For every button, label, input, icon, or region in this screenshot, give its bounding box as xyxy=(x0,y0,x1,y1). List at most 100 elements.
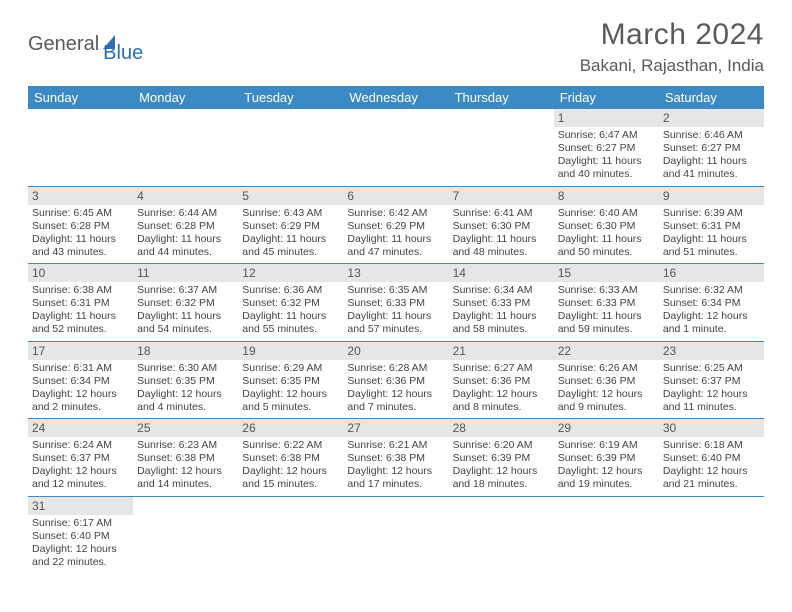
sunset-text: Sunset: 6:39 PM xyxy=(558,452,655,465)
dow-cell: Wednesday xyxy=(343,86,448,109)
dow-cell: Friday xyxy=(554,86,659,109)
day1-text: Daylight: 12 hours xyxy=(32,465,129,478)
sunrise-text: Sunrise: 6:35 AM xyxy=(347,284,444,297)
day-cell: 18Sunrise: 6:30 AMSunset: 6:35 PMDayligh… xyxy=(133,342,238,419)
logo-text-2: Blue xyxy=(103,42,143,65)
day-cell xyxy=(238,497,343,574)
sunrise-text: Sunrise: 6:45 AM xyxy=(32,207,129,220)
day2-text: and 14 minutes. xyxy=(137,478,234,491)
sunrise-text: Sunrise: 6:23 AM xyxy=(137,439,234,452)
day2-text: and 59 minutes. xyxy=(558,323,655,336)
sunset-text: Sunset: 6:40 PM xyxy=(32,530,129,543)
day-cell: 19Sunrise: 6:29 AMSunset: 6:35 PMDayligh… xyxy=(238,342,343,419)
day2-text: and 22 minutes. xyxy=(32,556,129,569)
day2-text: and 40 minutes. xyxy=(558,168,655,181)
sunrise-text: Sunrise: 6:20 AM xyxy=(453,439,550,452)
sunset-text: Sunset: 6:37 PM xyxy=(663,375,760,388)
day-cell: 14Sunrise: 6:34 AMSunset: 6:33 PMDayligh… xyxy=(449,264,554,341)
day-number: 4 xyxy=(133,187,238,205)
day-number: 19 xyxy=(238,342,343,360)
location-label: Bakani, Rajasthan, India xyxy=(580,56,764,76)
day-number: 2 xyxy=(659,109,764,127)
dow-cell: Sunday xyxy=(28,86,133,109)
sunrise-text: Sunrise: 6:19 AM xyxy=(558,439,655,452)
day1-text: Daylight: 12 hours xyxy=(347,465,444,478)
day2-text: and 8 minutes. xyxy=(453,401,550,414)
day-number: 12 xyxy=(238,264,343,282)
day-cell: 1Sunrise: 6:47 AMSunset: 6:27 PMDaylight… xyxy=(554,109,659,186)
day-cell xyxy=(133,497,238,574)
day1-text: Daylight: 11 hours xyxy=(663,233,760,246)
day1-text: Daylight: 11 hours xyxy=(558,310,655,323)
sunrise-text: Sunrise: 6:26 AM xyxy=(558,362,655,375)
day2-text: and 41 minutes. xyxy=(663,168,760,181)
logo-text-1: General xyxy=(28,33,99,56)
day-cell: 23Sunrise: 6:25 AMSunset: 6:37 PMDayligh… xyxy=(659,342,764,419)
day1-text: Daylight: 12 hours xyxy=(347,388,444,401)
day2-text: and 47 minutes. xyxy=(347,246,444,259)
day2-text: and 15 minutes. xyxy=(242,478,339,491)
day2-text: and 5 minutes. xyxy=(242,401,339,414)
sunset-text: Sunset: 6:29 PM xyxy=(347,220,444,233)
day-number: 14 xyxy=(449,264,554,282)
week-row: 1Sunrise: 6:47 AMSunset: 6:27 PMDaylight… xyxy=(28,109,764,187)
day1-text: Daylight: 11 hours xyxy=(347,310,444,323)
week-row: 17Sunrise: 6:31 AMSunset: 6:34 PMDayligh… xyxy=(28,342,764,420)
day-number: 1 xyxy=(554,109,659,127)
day1-text: Daylight: 11 hours xyxy=(558,233,655,246)
sunset-text: Sunset: 6:35 PM xyxy=(137,375,234,388)
sunset-text: Sunset: 6:30 PM xyxy=(558,220,655,233)
day-number: 31 xyxy=(28,497,133,515)
sunset-text: Sunset: 6:29 PM xyxy=(242,220,339,233)
day1-text: Daylight: 11 hours xyxy=(558,155,655,168)
day-cell xyxy=(28,109,133,186)
day2-text: and 19 minutes. xyxy=(558,478,655,491)
sunset-text: Sunset: 6:35 PM xyxy=(242,375,339,388)
sunset-text: Sunset: 6:38 PM xyxy=(137,452,234,465)
sunset-text: Sunset: 6:31 PM xyxy=(32,297,129,310)
day-number: 26 xyxy=(238,419,343,437)
title-block: March 2024 Bakani, Rajasthan, India xyxy=(580,18,764,76)
day-cell: 10Sunrise: 6:38 AMSunset: 6:31 PMDayligh… xyxy=(28,264,133,341)
day1-text: Daylight: 12 hours xyxy=(242,388,339,401)
day-number: 27 xyxy=(343,419,448,437)
sunrise-text: Sunrise: 6:32 AM xyxy=(663,284,760,297)
sunset-text: Sunset: 6:32 PM xyxy=(137,297,234,310)
sunrise-text: Sunrise: 6:47 AM xyxy=(558,129,655,142)
day-cell: 2Sunrise: 6:46 AMSunset: 6:27 PMDaylight… xyxy=(659,109,764,186)
sunrise-text: Sunrise: 6:43 AM xyxy=(242,207,339,220)
day-cell: 28Sunrise: 6:20 AMSunset: 6:39 PMDayligh… xyxy=(449,419,554,496)
sunrise-text: Sunrise: 6:27 AM xyxy=(453,362,550,375)
day-number: 24 xyxy=(28,419,133,437)
day-cell xyxy=(659,497,764,574)
day1-text: Daylight: 12 hours xyxy=(663,310,760,323)
sunrise-text: Sunrise: 6:18 AM xyxy=(663,439,760,452)
day-cell: 7Sunrise: 6:41 AMSunset: 6:30 PMDaylight… xyxy=(449,187,554,264)
day1-text: Daylight: 11 hours xyxy=(137,233,234,246)
day-cell: 31Sunrise: 6:17 AMSunset: 6:40 PMDayligh… xyxy=(28,497,133,574)
day1-text: Daylight: 11 hours xyxy=(242,233,339,246)
day2-text: and 1 minute. xyxy=(663,323,760,336)
day-number: 30 xyxy=(659,419,764,437)
day-number: 16 xyxy=(659,264,764,282)
day-cell xyxy=(133,109,238,186)
page-title: March 2024 xyxy=(580,18,764,52)
sunrise-text: Sunrise: 6:17 AM xyxy=(32,517,129,530)
day1-text: Daylight: 12 hours xyxy=(558,465,655,478)
day1-text: Daylight: 11 hours xyxy=(32,233,129,246)
day-cell: 24Sunrise: 6:24 AMSunset: 6:37 PMDayligh… xyxy=(28,419,133,496)
day-number: 9 xyxy=(659,187,764,205)
sunset-text: Sunset: 6:32 PM xyxy=(242,297,339,310)
day2-text: and 4 minutes. xyxy=(137,401,234,414)
day1-text: Daylight: 12 hours xyxy=(242,465,339,478)
sunset-text: Sunset: 6:30 PM xyxy=(453,220,550,233)
day2-text: and 52 minutes. xyxy=(32,323,129,336)
day-number: 25 xyxy=(133,419,238,437)
day-of-week-header: SundayMondayTuesdayWednesdayThursdayFrid… xyxy=(28,86,764,109)
calendar: SundayMondayTuesdayWednesdayThursdayFrid… xyxy=(28,86,764,573)
day-cell: 16Sunrise: 6:32 AMSunset: 6:34 PMDayligh… xyxy=(659,264,764,341)
day1-text: Daylight: 12 hours xyxy=(663,465,760,478)
sunrise-text: Sunrise: 6:34 AM xyxy=(453,284,550,297)
day1-text: Daylight: 12 hours xyxy=(32,388,129,401)
sunset-text: Sunset: 6:38 PM xyxy=(347,452,444,465)
